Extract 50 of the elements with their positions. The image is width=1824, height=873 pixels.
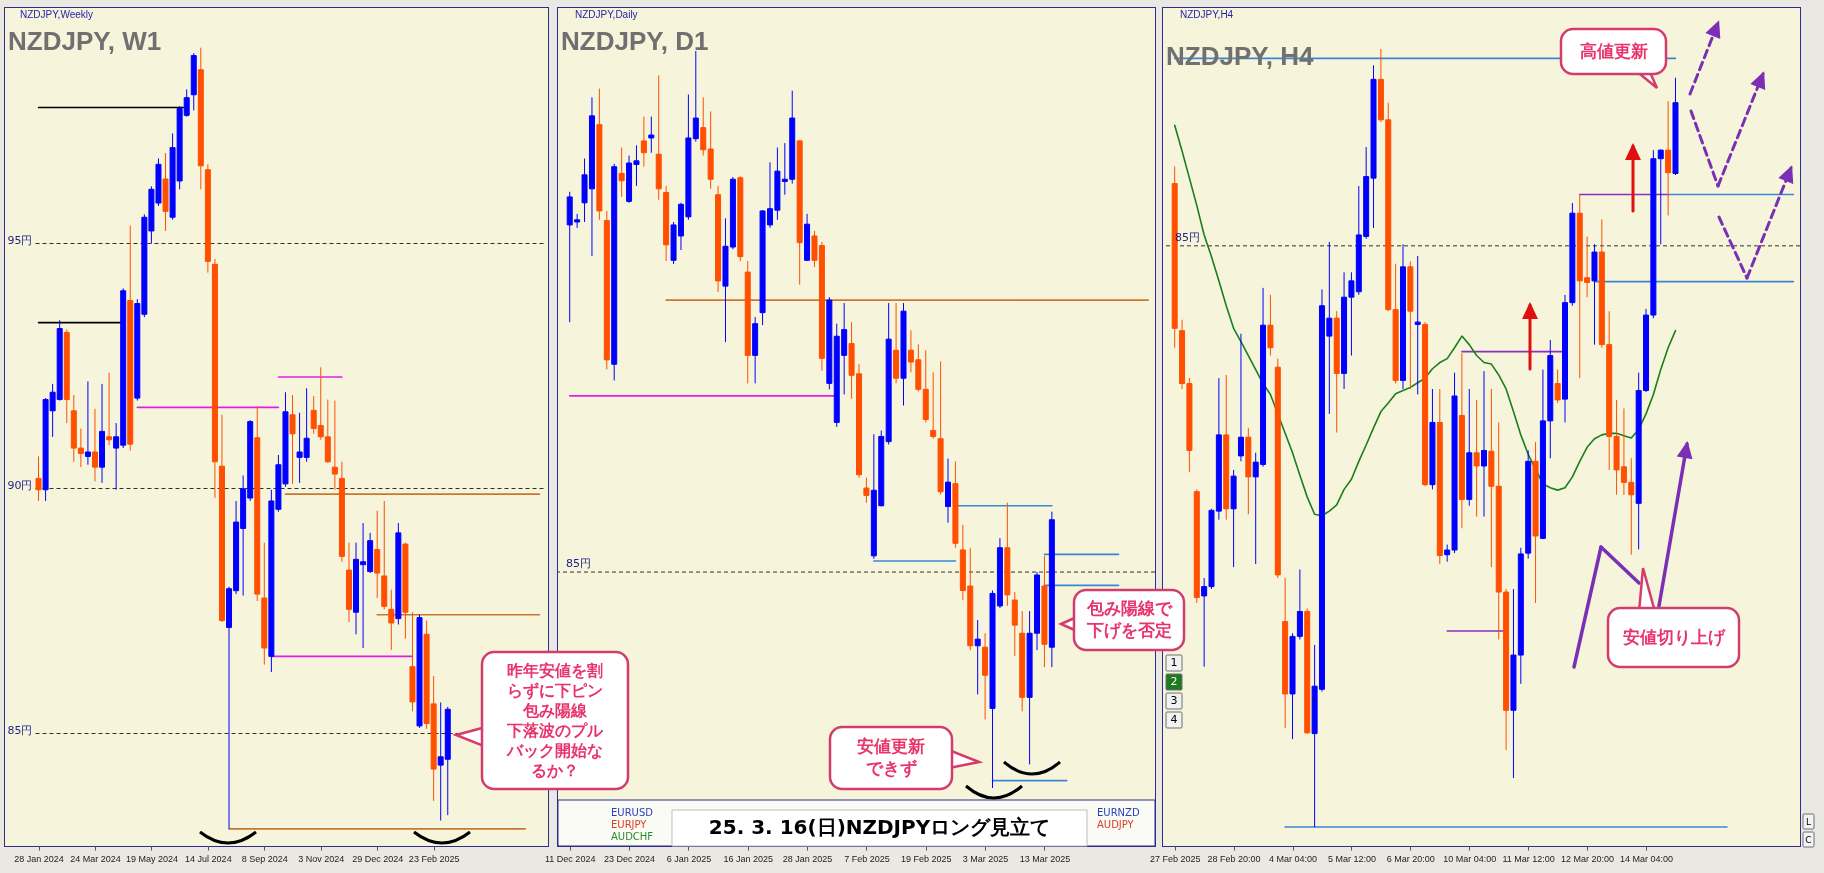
text: EURUSD [611, 807, 654, 818]
chart-subtitle: NZDJPY,H4 [1180, 9, 1234, 20]
annotation: 安値更新できず [857, 736, 925, 778]
x-tick-label: 19 Feb 2025 [900, 853, 952, 864]
x-tick-label: 28 Jan 2025 [782, 853, 833, 864]
x-tick-label: 23 Dec 2024 [604, 853, 656, 864]
text: 25. 3. 16(日)NZDJPYロング見立て [708, 815, 1051, 839]
text: NZDJPY, W1 [8, 26, 162, 56]
chart-subtitle: NZDJPY,Daily [575, 9, 638, 20]
y-tick-label: 85円 [7, 723, 33, 737]
x-tick-label: 27 Feb 2025 [1149, 853, 1201, 864]
annotation: 4 [1170, 713, 1178, 726]
x-tick-label: 6 Mar 20:00 [1386, 853, 1435, 864]
x-tick-label: 6 Jan 2025 [666, 853, 712, 864]
annotation: 1 [1170, 656, 1178, 669]
x-tick-label: 7 Feb 2025 [844, 853, 890, 864]
x-tick-label: 3 Nov 2024 [298, 853, 345, 864]
annotation: 包み陽線で下げを否定 [1085, 598, 1173, 640]
chart-subtitle: NZDJPY,Weekly [20, 9, 93, 20]
x-tick-label: 19 May 2024 [125, 853, 178, 864]
annotation: 2 [1170, 675, 1178, 688]
x-tick-label: 24 Mar 2024 [70, 853, 121, 864]
x-tick-label: 16 Jan 2025 [723, 853, 774, 864]
x-tick-label: 29 Dec 2024 [352, 853, 404, 864]
annotation: 昨年安値を割らずに下ピン包み陽線下落波のプルバック開始なるか？ [506, 660, 604, 780]
text: EURNZD [1097, 807, 1140, 818]
text: EURJPY [611, 819, 648, 830]
x-tick-label: 3 Mar 2025 [962, 853, 1009, 864]
x-tick-label: 28 Feb 20:00 [1207, 853, 1261, 864]
x-tick-label: 28 Jan 2024 [14, 853, 64, 864]
x-tick-label: 12 Mar 20:00 [1561, 853, 1615, 864]
x-tick-label: 14 Mar 04:00 [1620, 853, 1674, 864]
annotation: 3 [1170, 694, 1178, 707]
x-tick-label: 13 Mar 2025 [1019, 853, 1071, 864]
y-tick-label: 90円 [7, 478, 33, 492]
x-tick-label: 10 Mar 04:00 [1443, 853, 1497, 864]
x-tick-label: 23 Feb 2025 [408, 853, 460, 864]
ref-line-label: 85円 [566, 557, 591, 571]
x-tick-label: 11 Dec 2024 [545, 853, 596, 864]
y-tick-label: 95円 [7, 233, 33, 247]
annotation: 高値更新 [1579, 40, 1648, 61]
x-tick-label: 14 Jul 2024 [185, 853, 232, 864]
x-tick-label: 11 Mar 12:00 [1502, 853, 1555, 864]
x-tick-label: 5 Mar 12:00 [1327, 853, 1376, 864]
text: AUDCHF [611, 831, 654, 842]
chart-title: NZDJPY, D1 [561, 26, 709, 56]
x-tick-label: 4 Mar 04:00 [1269, 853, 1318, 864]
x-tick-label: 8 Sep 2024 [241, 853, 288, 864]
text: AUDJPY [1097, 819, 1135, 830]
annotation: 安値切り上げ [1622, 626, 1726, 647]
